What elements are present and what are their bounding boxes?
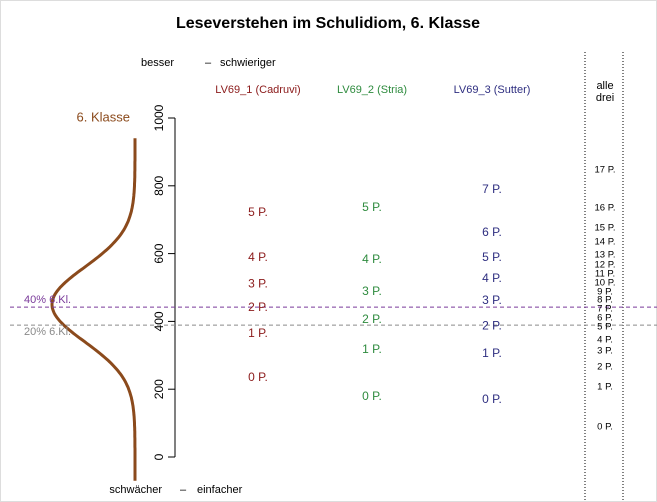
item-label: 17 P. bbox=[595, 164, 616, 175]
column-header: LV69_1 (Cadruvi) bbox=[215, 84, 300, 96]
item-label: 2 P. bbox=[482, 318, 502, 332]
chart-title: Leseverstehen im Schulidiom, 6. Klasse bbox=[176, 15, 480, 32]
item-label: 6 P. bbox=[482, 225, 502, 239]
distribution-label: 6. Klasse bbox=[77, 109, 130, 124]
item-label: 13 P. bbox=[595, 249, 616, 260]
item-label: 0 P. bbox=[362, 389, 382, 403]
item-label: 3 P. bbox=[362, 284, 382, 298]
item-label: 7 P. bbox=[482, 182, 502, 196]
item-label: 4 P. bbox=[248, 250, 268, 264]
item-label: 5 P. bbox=[597, 322, 613, 333]
item-label: 4 P. bbox=[362, 252, 382, 266]
column-header: alle bbox=[596, 80, 613, 92]
item-label: 12 P. bbox=[595, 260, 616, 271]
item-label: 4 P. bbox=[597, 335, 613, 346]
column-header: drei bbox=[596, 92, 614, 104]
bottom-label: – bbox=[180, 484, 187, 496]
item-label: 8 P. bbox=[597, 295, 613, 306]
top-label: – bbox=[205, 57, 212, 69]
y-tick-label: 200 bbox=[152, 379, 166, 399]
item-label: 2 P. bbox=[248, 300, 268, 314]
item-label: 11 P. bbox=[595, 268, 615, 279]
item-label: 0 P. bbox=[482, 392, 502, 406]
item-label: 7 P. bbox=[597, 303, 613, 314]
item-label: 10 P. bbox=[595, 278, 616, 289]
item-label: 1 P. bbox=[362, 342, 382, 356]
item-label: 3 P. bbox=[248, 276, 268, 290]
bottom-label: einfacher bbox=[197, 484, 243, 496]
item-label: 16 P. bbox=[595, 202, 616, 213]
item-label: 3 P. bbox=[482, 293, 502, 307]
item-label: 1 P. bbox=[597, 382, 613, 393]
top-label: besser bbox=[141, 57, 174, 69]
item-label: 3 P. bbox=[597, 345, 613, 356]
item-label: 0 P. bbox=[597, 422, 613, 433]
column-header: LV69_2 (Stria) bbox=[337, 84, 407, 96]
item-label: 0 P. bbox=[248, 370, 268, 384]
item-label: 9 P. bbox=[597, 286, 613, 297]
item-label: 1 P. bbox=[482, 346, 502, 360]
y-tick-label: 600 bbox=[152, 243, 166, 263]
column-header: LV69_3 (Sutter) bbox=[454, 84, 531, 96]
item-label: 6 P. bbox=[597, 313, 613, 324]
y-tick-label: 800 bbox=[152, 175, 166, 195]
y-tick-label: 0 bbox=[152, 453, 166, 460]
reference-label: 40% 6.Kl. bbox=[24, 294, 71, 306]
reference-label: 20% 6.Kl. bbox=[24, 326, 71, 338]
y-tick-label: 1000 bbox=[152, 104, 166, 131]
item-label: 14 P. bbox=[595, 237, 616, 248]
item-label: 5 P. bbox=[482, 250, 502, 264]
item-label: 1 P. bbox=[248, 326, 268, 340]
item-label: 2 P. bbox=[362, 312, 382, 326]
y-tick-label: 400 bbox=[152, 311, 166, 331]
distribution-curve bbox=[50, 138, 137, 481]
item-label: 15 P. bbox=[595, 222, 616, 233]
item-label: 2 P. bbox=[597, 362, 613, 373]
top-label: schwieriger bbox=[220, 57, 276, 69]
bottom-label: schwächer bbox=[109, 484, 162, 496]
item-label: 5 P. bbox=[248, 205, 268, 219]
item-label: 5 P. bbox=[362, 200, 382, 214]
item-label: 4 P. bbox=[482, 271, 502, 285]
